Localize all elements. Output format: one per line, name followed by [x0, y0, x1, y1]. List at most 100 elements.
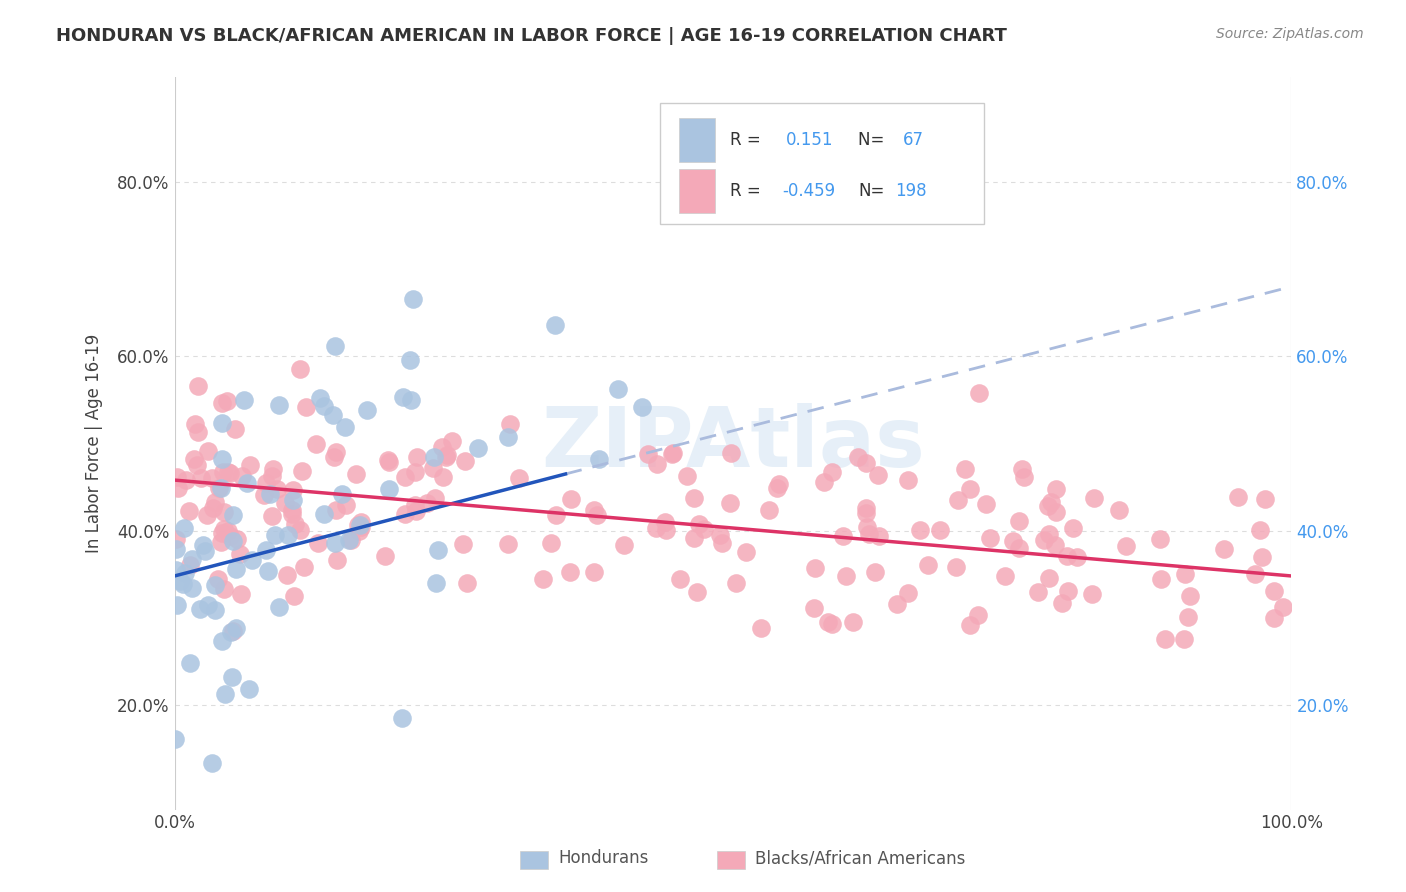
Point	[821, 616, 844, 631]
Point	[1150, 572, 1173, 586]
Point	[499, 417, 522, 431]
Point	[166, 598, 188, 612]
Point	[423, 450, 446, 464]
Point	[257, 564, 280, 578]
Point	[274, 496, 297, 510]
Point	[1008, 514, 1031, 528]
Point	[669, 572, 692, 586]
Point	[333, 420, 356, 434]
Point	[908, 523, 931, 537]
Point	[191, 538, 214, 552]
Point	[1011, 462, 1033, 476]
Point	[404, 465, 426, 479]
Point	[1038, 527, 1060, 541]
Point	[222, 624, 245, 638]
Point	[253, 488, 276, 502]
Point	[979, 531, 1001, 545]
Point	[955, 462, 977, 476]
Point	[821, 465, 844, 479]
Point	[262, 462, 284, 476]
Point	[217, 466, 239, 480]
Point	[172, 577, 194, 591]
Point	[312, 399, 335, 413]
Point	[207, 572, 229, 586]
Point	[709, 528, 731, 542]
Point	[456, 576, 478, 591]
Point	[1008, 541, 1031, 555]
Text: 67: 67	[903, 130, 924, 149]
Point	[855, 456, 877, 470]
Point	[1227, 490, 1250, 504]
Point	[959, 617, 981, 632]
Point	[897, 473, 920, 487]
Point	[718, 496, 741, 510]
Point	[398, 352, 420, 367]
Point	[221, 670, 243, 684]
Point	[219, 529, 242, 543]
Point	[180, 581, 202, 595]
Point	[190, 471, 212, 485]
Point	[682, 531, 704, 545]
Point	[654, 523, 676, 537]
Point	[181, 552, 204, 566]
Point	[1032, 533, 1054, 548]
Point	[637, 447, 659, 461]
Point	[432, 440, 454, 454]
Point	[531, 573, 554, 587]
Point	[856, 519, 879, 533]
Point	[292, 560, 315, 574]
Point	[391, 711, 413, 725]
Point	[404, 498, 426, 512]
Point	[546, 508, 568, 523]
Point	[284, 517, 307, 532]
Point	[735, 545, 758, 559]
Point	[928, 523, 950, 537]
Point	[425, 576, 447, 591]
Point	[1056, 549, 1078, 563]
Point	[335, 498, 357, 512]
Point	[211, 526, 233, 541]
Point	[1066, 550, 1088, 565]
Point	[683, 491, 706, 505]
Point	[768, 477, 790, 491]
Point	[1012, 470, 1035, 484]
Text: ZIPAtlas: ZIPAtlas	[541, 403, 925, 484]
Point	[813, 475, 835, 489]
Point	[281, 507, 304, 521]
Point	[1043, 537, 1066, 551]
Point	[749, 621, 772, 635]
Point	[356, 403, 378, 417]
Point	[163, 732, 186, 747]
Text: 198: 198	[896, 182, 927, 200]
Point	[233, 392, 256, 407]
Point	[197, 443, 219, 458]
Point	[422, 460, 444, 475]
Point	[858, 527, 880, 541]
Point	[215, 393, 238, 408]
Point	[558, 565, 581, 579]
Point	[167, 481, 190, 495]
Point	[186, 458, 208, 473]
Point	[1057, 584, 1080, 599]
Point	[322, 408, 344, 422]
Point	[855, 500, 877, 515]
Point	[508, 470, 530, 484]
Point	[201, 471, 224, 485]
Point	[187, 425, 209, 439]
Point	[208, 482, 231, 496]
Point	[212, 523, 235, 537]
Point	[325, 445, 347, 459]
Text: N=: N=	[858, 130, 890, 149]
Point	[262, 508, 284, 523]
Text: -0.459: -0.459	[782, 182, 835, 200]
Point	[184, 417, 207, 431]
Point	[211, 633, 233, 648]
Point	[588, 451, 610, 466]
Point	[254, 475, 277, 490]
Point	[644, 520, 666, 534]
Point	[394, 507, 416, 521]
Point	[337, 533, 360, 547]
Text: Source: ZipAtlas.com: Source: ZipAtlas.com	[1216, 27, 1364, 41]
Point	[817, 615, 839, 629]
Point	[305, 437, 328, 451]
